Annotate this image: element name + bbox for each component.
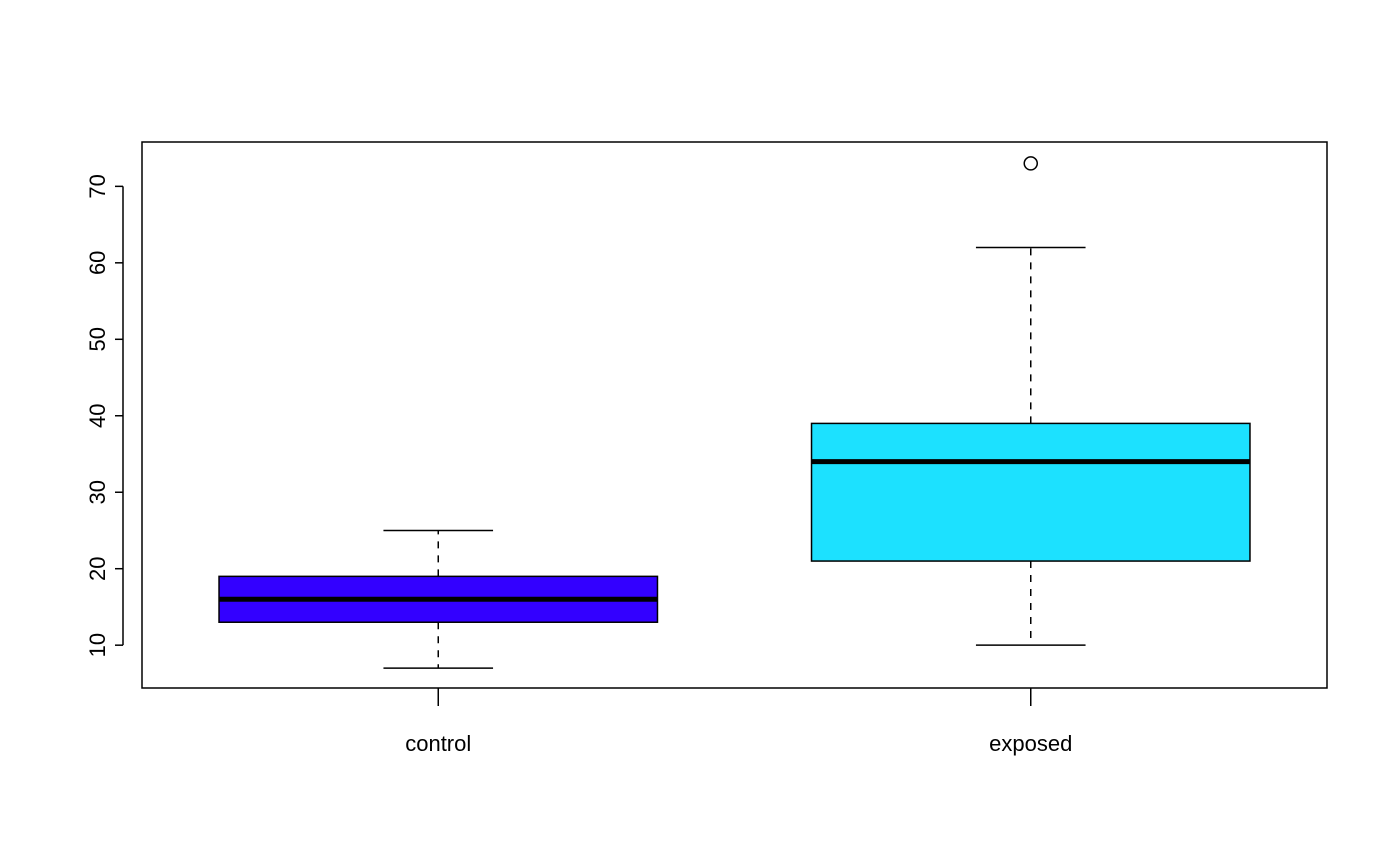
y-tick-label: 60 bbox=[85, 251, 110, 275]
iqr-box bbox=[810, 422, 1251, 562]
plot-frame bbox=[141, 141, 1328, 689]
outlier-point bbox=[1023, 156, 1038, 171]
box-control bbox=[218, 529, 659, 669]
y-tick-label: 10 bbox=[85, 633, 110, 657]
x-tick-label: control bbox=[405, 731, 471, 756]
y-tick-label: 40 bbox=[85, 404, 110, 428]
y-axis: 10 20 30 40 50 60 70 bbox=[85, 174, 124, 657]
box-series bbox=[218, 156, 1251, 669]
box-exposed bbox=[810, 156, 1251, 646]
x-axis: control exposed bbox=[405, 688, 1072, 756]
y-tick-label: 70 bbox=[85, 174, 110, 198]
y-tick-label: 20 bbox=[85, 556, 110, 580]
x-tick-label: exposed bbox=[989, 731, 1072, 756]
y-tick-label: 30 bbox=[85, 480, 110, 504]
y-tick-label: 50 bbox=[85, 327, 110, 351]
